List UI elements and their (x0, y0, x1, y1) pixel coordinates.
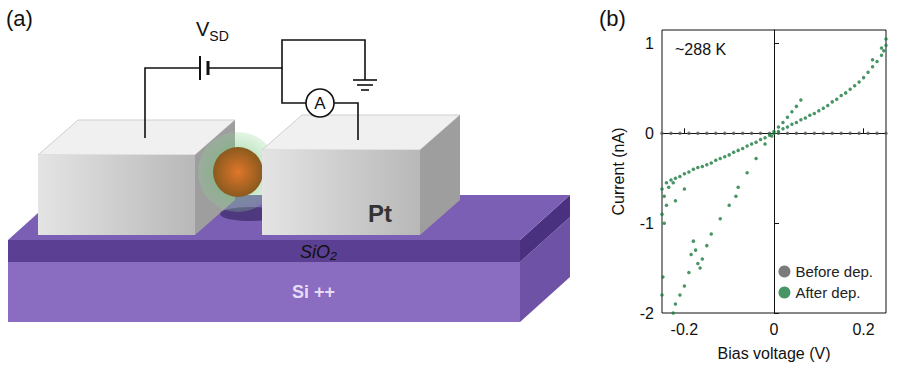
svg-text:A: A (314, 94, 326, 113)
svg-text:(b): (b) (599, 6, 626, 31)
svg-text:Pt: Pt (368, 200, 392, 227)
svg-text:(a): (a) (6, 6, 33, 31)
svg-text:0: 0 (770, 321, 779, 338)
svg-text:Current (nA): Current (nA) (610, 127, 627, 215)
svg-text:-1: -1 (640, 215, 654, 232)
svg-text:After dep.: After dep. (795, 284, 860, 301)
svg-text:0: 0 (645, 125, 654, 142)
svg-text:1: 1 (645, 35, 654, 52)
svg-text:-0.2: -0.2 (671, 321, 699, 338)
svg-text:0.2: 0.2 (852, 321, 874, 338)
svg-text:VSD: VSD (196, 18, 229, 44)
svg-text:Si ++: Si ++ (292, 282, 335, 302)
svg-text:Before dep.: Before dep. (795, 263, 873, 280)
svg-text:-2: -2 (640, 305, 654, 322)
svg-text:SiO₂: SiO₂ (300, 242, 337, 262)
svg-text:Bias voltage (V): Bias voltage (V) (718, 345, 831, 362)
svg-text:~288 K: ~288 K (675, 41, 726, 58)
